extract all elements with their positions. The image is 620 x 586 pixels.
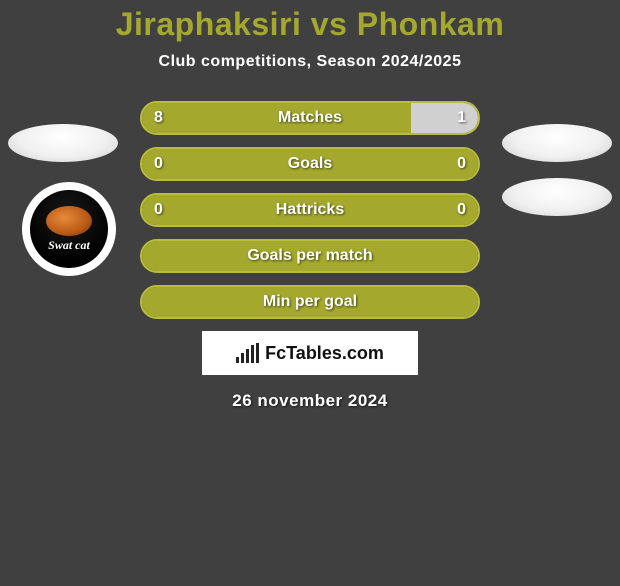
stat-row: 8Matches1 [140,101,480,135]
club-name: Swat cat [48,238,90,253]
stat-value-left: 0 [142,155,186,173]
player-right-badge-2 [502,178,612,216]
watermark-text: FcTables.com [265,343,384,364]
stat-label: Goals per match [186,247,434,265]
stat-row: 0Goals0 [140,147,480,181]
stat-value-right: 0 [434,155,478,173]
stat-label: Hattricks [186,201,434,219]
player-left-badge [8,124,118,162]
date-text: 26 november 2024 [0,391,620,411]
stat-value-right: 0 [434,201,478,219]
stat-label: Min per goal [186,293,434,311]
stat-label: Goals [186,155,434,173]
stat-value-left: 0 [142,201,186,219]
chart-icon [236,343,259,363]
stats-rows: 8Matches10Goals00Hattricks0Goals per mat… [140,101,480,319]
stat-row: Goals per match [140,239,480,273]
subtitle: Club competitions, Season 2024/2025 [0,53,620,71]
club-badge: Swat cat [22,182,116,276]
club-cat-icon [46,206,92,236]
player-right-badge [502,124,612,162]
stat-row: 0Hattricks0 [140,193,480,227]
stat-row: Min per goal [140,285,480,319]
stat-value-right: 1 [434,109,478,127]
page-title: Jiraphaksiri vs Phonkam [0,6,620,43]
stat-value-left: 8 [142,109,186,127]
watermark: FcTables.com [202,331,418,375]
stat-label: Matches [186,109,434,127]
